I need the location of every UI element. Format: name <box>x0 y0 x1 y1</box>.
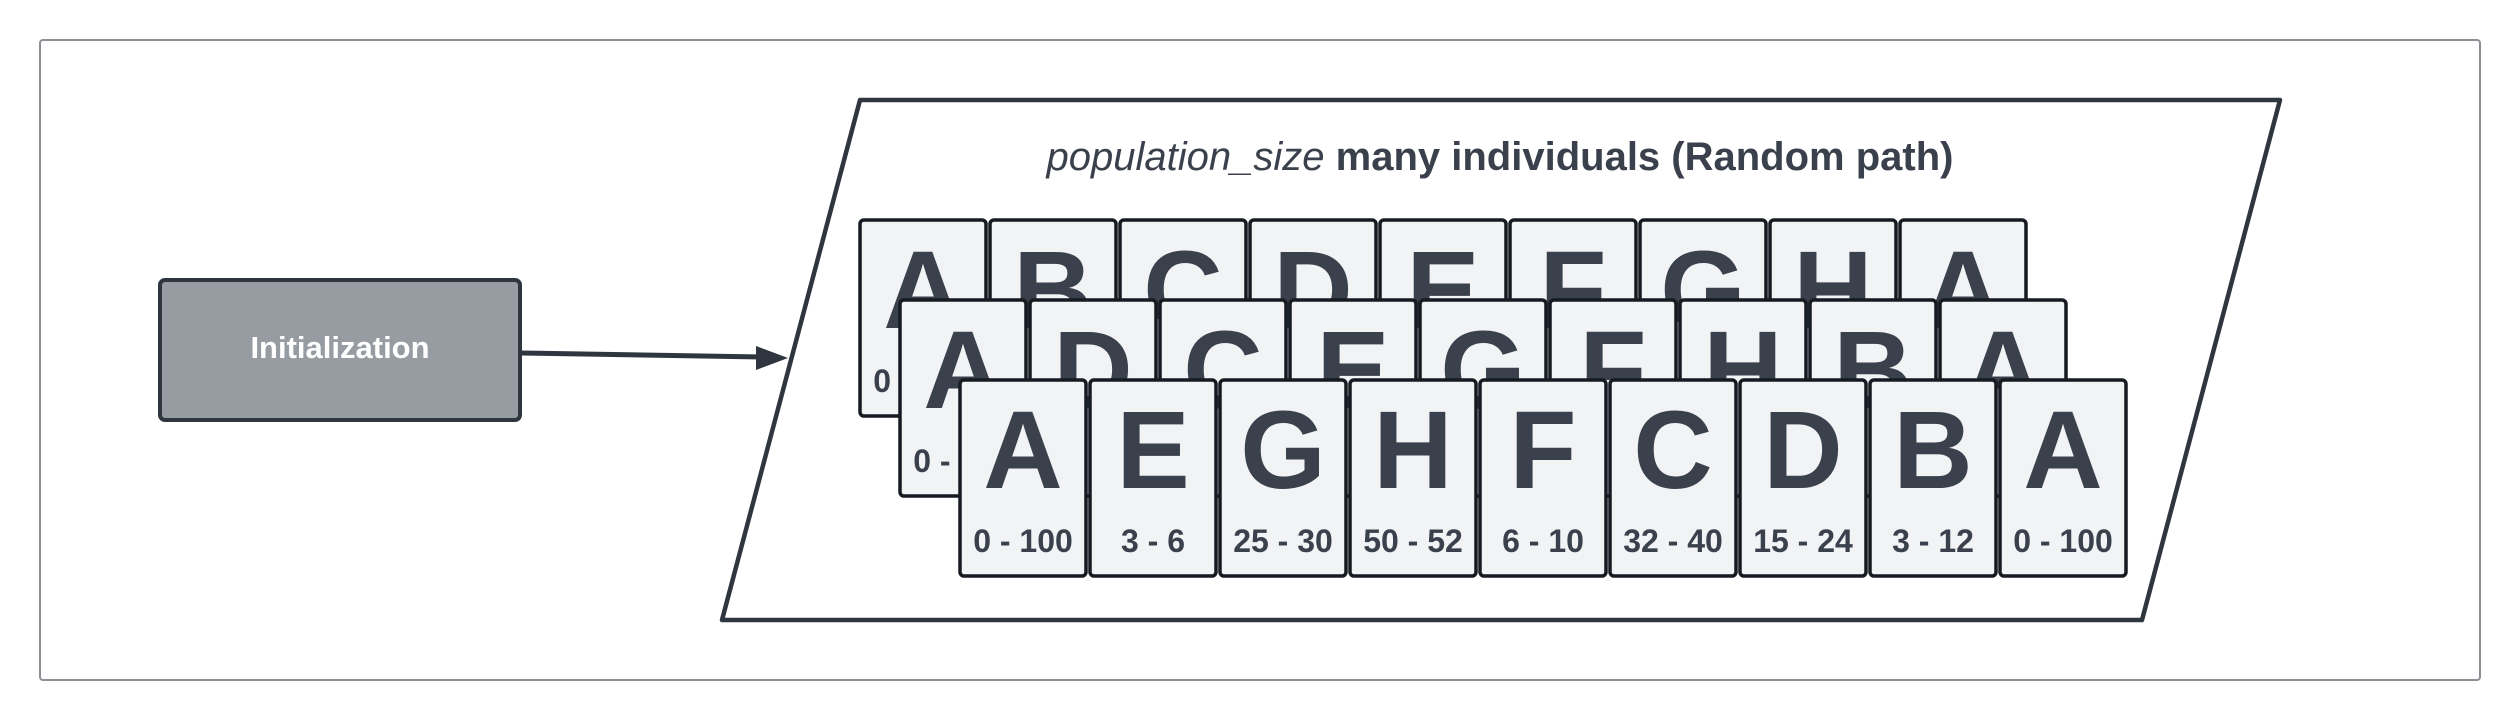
individual-row: A 0 - 100 E 3 - 6 G 25 - 30 H 50 - 52 F 6 - 10 C 32… <box>958 378 2128 578</box>
gene-card-box <box>1478 378 1608 578</box>
gene-card: C 32 - 40 <box>1608 378 1738 578</box>
gene-card-box <box>1738 378 1868 578</box>
flow-arrow <box>521 346 788 370</box>
gene-card: A 0 - 100 <box>958 378 1088 578</box>
individuals-stack: A0 - 100BCDEFGHAA0 - 100DCEGFHBAA0 - 100… <box>858 218 2128 578</box>
gene-range: 6 - 10 <box>1502 523 1584 559</box>
population-title-rest: many individuals (Random path) <box>1325 135 1954 179</box>
gene-range: 32 - 40 <box>1623 523 1723 559</box>
gene-card-box <box>1998 378 2128 578</box>
initialization-label: Initialization <box>250 330 429 365</box>
gene-card-box <box>1868 378 1998 578</box>
gene-letter: C <box>1633 389 1712 512</box>
gene-card: G 25 - 30 <box>1218 378 1348 578</box>
arrow-line <box>521 350 763 360</box>
gene-letter: E <box>1116 389 1189 512</box>
gene-card: A 0 - 100 <box>1998 378 2128 578</box>
gene-letter: D <box>1763 389 1842 512</box>
gene-card: F 6 - 10 <box>1478 378 1608 578</box>
gene-letter: F <box>1509 389 1576 512</box>
gene-card-box <box>1088 378 1218 578</box>
gene-card-box <box>958 378 1088 578</box>
gene-letter: A <box>2023 389 2102 512</box>
initialization-box <box>158 278 522 422</box>
gene-card-box <box>1348 378 1478 578</box>
population-title: population_size many individuals (Random… <box>1046 135 1954 179</box>
gene-card: E 3 - 6 <box>1088 378 1218 578</box>
population-title-variable: population_size <box>1046 135 1325 179</box>
gene-card: B 3 - 12 <box>1868 378 1998 578</box>
gene-letter: G <box>1240 389 1326 512</box>
gene-card-box <box>1218 378 1348 578</box>
initialization-step: Initialization <box>158 278 522 422</box>
gene-letter: B <box>1893 389 1972 512</box>
gene-card-box <box>1608 378 1738 578</box>
population-block: population_size many individuals (Random… <box>719 97 2283 623</box>
gene-range: 50 - 52 <box>1363 523 1463 559</box>
gene-card: H 50 - 52 <box>1348 378 1478 578</box>
gene-range: 25 - 30 <box>1233 523 1333 559</box>
gene-letter: A <box>983 389 1062 512</box>
gene-range: 0 - 100 <box>2013 523 2113 559</box>
arrow-head <box>756 346 788 370</box>
gene-range: 0 - 100 <box>973 523 1073 559</box>
gene-card: D 15 - 24 <box>1738 378 1868 578</box>
gene-range: 3 - 12 <box>1892 523 1974 559</box>
gene-range: 3 - 6 <box>1121 523 1185 559</box>
gene-range: 15 - 24 <box>1753 523 1853 559</box>
gene-letter: H <box>1373 389 1452 512</box>
